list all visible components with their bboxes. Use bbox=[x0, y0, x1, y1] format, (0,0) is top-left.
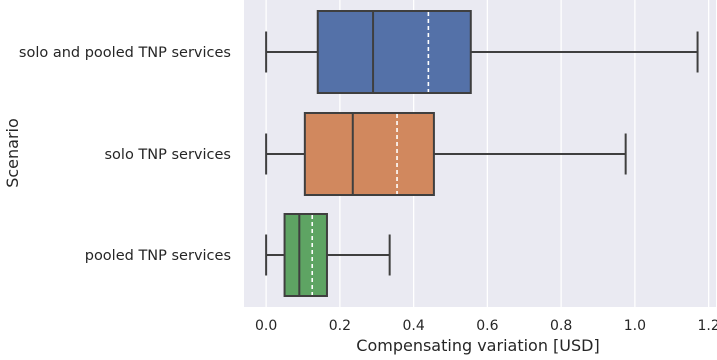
boxes bbox=[265, 10, 699, 297]
box-group bbox=[265, 112, 627, 196]
x-tick-label: 0.4 bbox=[402, 318, 424, 334]
x-tick-label: 0.6 bbox=[476, 318, 498, 334]
x-axis-title: Compensating variation [USD] bbox=[356, 336, 599, 355]
y-tick-label: solo and pooled TNP services bbox=[19, 45, 231, 61]
box bbox=[283, 213, 328, 297]
y-tick-label: solo TNP services bbox=[105, 147, 232, 163]
box-group bbox=[265, 10, 699, 94]
box-group bbox=[265, 213, 391, 297]
y-axis-categories: solo and pooled TNP services solo TNP ser… bbox=[19, 45, 231, 264]
x-tick-label: 1.0 bbox=[624, 318, 646, 334]
x-tick-label: 0.2 bbox=[329, 318, 351, 334]
x-tick-label: 0.0 bbox=[255, 318, 277, 334]
x-tick-label: 0.8 bbox=[550, 318, 572, 334]
y-tick-label: pooled TNP services bbox=[85, 248, 231, 264]
x-tick-label: 1.2 bbox=[697, 318, 717, 334]
x-axis-ticks: 0.0 0.2 0.4 0.6 0.8 1.0 1.2 bbox=[255, 318, 717, 334]
box bbox=[316, 10, 472, 94]
box bbox=[303, 112, 435, 196]
y-axis-title: Scenario bbox=[3, 118, 22, 188]
